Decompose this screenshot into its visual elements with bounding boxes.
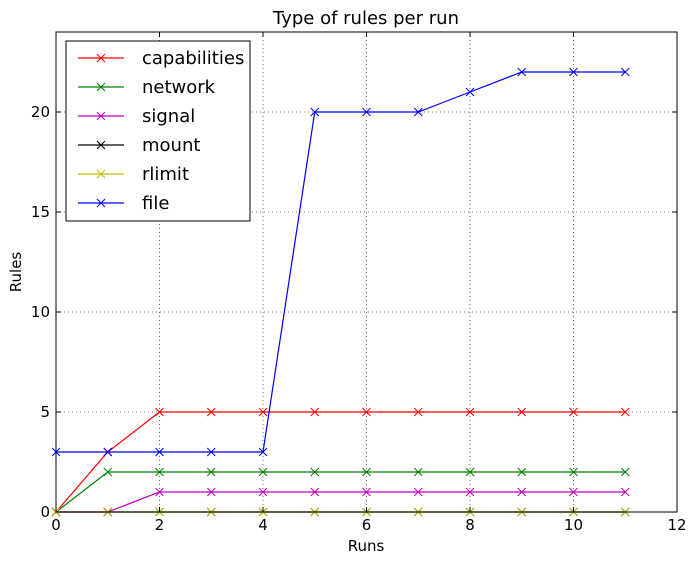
legend-label: rlimit (142, 164, 189, 185)
series-network (51, 467, 630, 517)
x-tick-label: 4 (258, 516, 268, 534)
data-point (155, 467, 164, 477)
data-point (103, 447, 113, 457)
data-point (155, 447, 164, 457)
legend-item-capabilities: capabilities (78, 48, 244, 69)
data-point (569, 487, 578, 497)
series-line-capabilities (55, 411, 626, 513)
y-axis-label: Rules (7, 252, 25, 293)
data-point (310, 487, 320, 497)
series-layer (51, 67, 630, 517)
data-point (362, 487, 371, 497)
legend-item-file: file (78, 193, 169, 214)
data-point (310, 407, 320, 417)
data-point (620, 67, 630, 77)
legend-marker (96, 169, 106, 179)
data-point (413, 487, 423, 497)
data-point (620, 467, 630, 477)
legend-label: network (142, 77, 216, 98)
x-tick-label: 0 (51, 516, 61, 534)
data-point (517, 407, 527, 417)
legend-label: mount (142, 135, 200, 156)
legend-label: file (142, 193, 169, 214)
series-line-network (55, 471, 626, 513)
data-point (362, 407, 371, 417)
data-point (362, 467, 371, 477)
ticks: 0 2 4 6 8 10 12 0 5 10 15 20 (31, 32, 687, 534)
data-point (465, 407, 475, 417)
series-signal (51, 487, 630, 517)
series-capabilities (51, 407, 630, 517)
data-point (206, 487, 216, 497)
data-point (465, 467, 475, 477)
data-point (517, 467, 527, 477)
data-point (258, 407, 268, 417)
data-point (258, 487, 268, 497)
x-tick-label: 2 (155, 516, 165, 534)
y-tick-label: 15 (31, 203, 50, 221)
data-point (465, 487, 475, 497)
data-point (569, 67, 578, 77)
legend-marker (96, 198, 106, 208)
data-point (569, 467, 578, 477)
data-point (362, 107, 371, 117)
data-point (258, 447, 268, 457)
data-point (413, 467, 423, 477)
data-point (620, 487, 630, 497)
data-point (465, 87, 475, 97)
legend-label: capabilities (142, 48, 244, 69)
data-point (206, 447, 216, 457)
legend-item-signal: signal (78, 106, 195, 127)
legend-box (65, 40, 251, 222)
x-axis-label: Runs (348, 537, 385, 555)
data-point (103, 467, 113, 477)
legend-item-mount: mount (78, 135, 200, 156)
y-tick-label: 20 (31, 103, 50, 121)
x-tick-label: 8 (465, 516, 475, 534)
data-point (413, 107, 423, 117)
legend-marker (96, 82, 106, 92)
x-tick-label: 10 (564, 516, 583, 534)
series-line-signal (56, 491, 626, 513)
y-tick-label: 10 (31, 303, 50, 321)
data-point (310, 107, 320, 117)
legend-marker (96, 140, 106, 150)
data-point (258, 467, 268, 477)
data-point (517, 67, 527, 77)
data-point (206, 467, 216, 477)
data-point (155, 487, 164, 497)
data-point (310, 467, 320, 477)
series-line-file (56, 71, 626, 453)
legend-item-rlimit: rlimit (78, 164, 189, 185)
chart-title: Type of rules per run (272, 8, 459, 29)
x-tick-label: 6 (362, 516, 372, 534)
legend-marker (96, 111, 106, 121)
data-point (155, 407, 164, 417)
legend: capabilities network signal mount rlimit file (65, 40, 251, 222)
y-tick-label: 5 (40, 403, 50, 421)
legend-marker (96, 53, 106, 63)
series-file (51, 67, 630, 457)
data-point (413, 407, 423, 417)
data-point (517, 487, 527, 497)
legend-item-network: network (78, 77, 216, 98)
data-point (206, 407, 216, 417)
data-point (620, 407, 630, 417)
y-tick-label: 0 (40, 503, 50, 521)
x-tick-label: 12 (667, 516, 686, 534)
data-point (569, 407, 578, 417)
legend-label: signal (142, 106, 195, 127)
